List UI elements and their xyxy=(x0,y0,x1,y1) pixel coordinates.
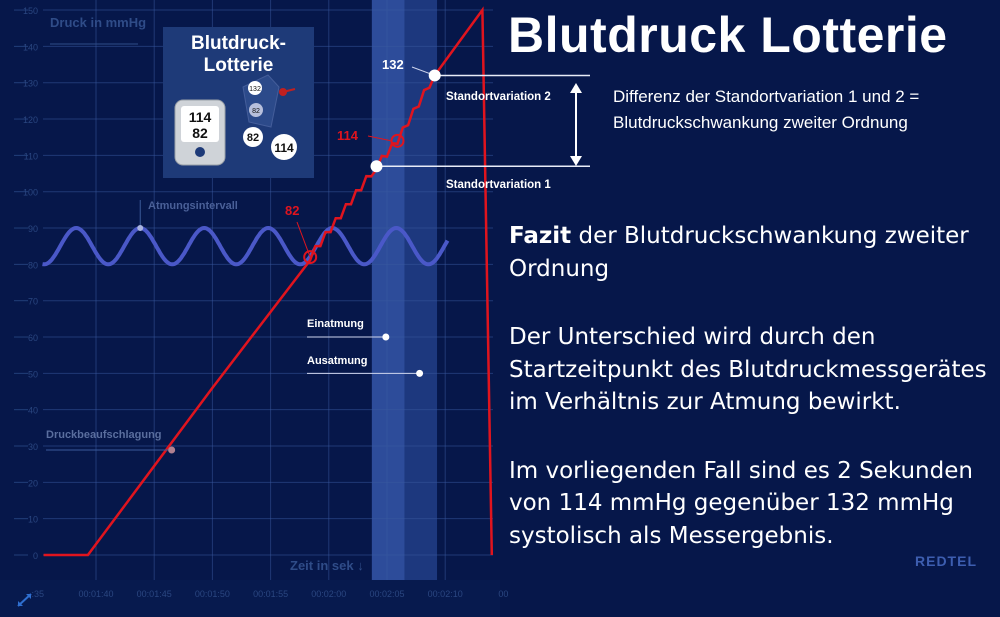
y-tick-label: 50 xyxy=(28,369,38,379)
annotations: Atmungsintervall Einatmung Ausatmung Druckb… xyxy=(46,57,590,454)
grid xyxy=(43,0,493,580)
marker-114-label: 114 xyxy=(337,128,359,143)
expand-icon[interactable] xyxy=(17,593,32,607)
marker-82-ring xyxy=(303,250,318,265)
x-tick-label: 00:01:40 xyxy=(78,589,113,599)
y-tick-label: 130 xyxy=(23,79,38,89)
logo-title: Blutdruck- Lotterie xyxy=(191,33,286,76)
blutdruck-lotterie-logo: Blutdruck- Lotterie 114 82 132 82 82 114 xyxy=(163,27,314,178)
x-tick-label: 00:01:45 xyxy=(137,589,172,599)
ball-114: 114 xyxy=(274,141,294,155)
pressure-curve-line xyxy=(43,6,494,557)
watermark: REDTEL xyxy=(915,553,977,569)
conclusion-block: Fazit der Blutdruckschwankung zweiter Or… xyxy=(509,220,999,588)
display-systolic: 114 xyxy=(189,109,212,125)
conclusion-paragraph-2: Im vorliegenden Fall sind es 2 Sekunden … xyxy=(509,457,973,549)
y-tick-label: 70 xyxy=(28,297,38,307)
y-tick-label: 100 xyxy=(23,188,38,198)
breathing-interval-label: Atmungsintervall xyxy=(148,200,238,212)
site-variation-2-label: Standortvariation 2 xyxy=(446,91,551,103)
y-tick-label: 0 xyxy=(33,551,38,561)
y-tick-label: 10 xyxy=(28,515,38,525)
y-tick-label: 30 xyxy=(28,442,38,452)
y-axis-label: Druck in mmHg xyxy=(50,15,146,30)
x-tick-label: 00:02:10 xyxy=(428,589,463,599)
x-tick-label: 00 xyxy=(498,589,508,599)
difference-arrow-head-up xyxy=(570,83,582,93)
pressurization-label: Druckbeaufschlagung xyxy=(46,429,162,441)
highlight-band xyxy=(371,0,438,580)
site-variation-1-dot xyxy=(370,160,383,173)
breathing-interval-dot xyxy=(137,225,144,232)
ball-82-inside: 82 xyxy=(252,108,260,115)
inhale-dot xyxy=(382,333,390,341)
y-tick-label: 40 xyxy=(28,406,38,416)
ball-82: 82 xyxy=(247,132,259,144)
breathing-wave-line xyxy=(42,225,450,267)
x-tick-label: 00:02:05 xyxy=(369,589,404,599)
marker-114-pointer xyxy=(367,135,392,142)
y-tick-label: 80 xyxy=(28,260,38,270)
y-tick-label: 150 xyxy=(23,6,38,16)
site-variation-2-dot xyxy=(428,69,441,82)
conclusion-heading-rest: der Blutdruckschwankung zweiter Ordnung xyxy=(509,223,969,282)
lottery-illustration: 114 82 132 82 82 114 xyxy=(174,74,297,166)
ball-132: 132 xyxy=(249,86,261,93)
x-tick-label: 00:02:00 xyxy=(311,589,346,599)
x-axis: :35 00:01:40 00:01:45 00:01:50 00:01:55 00:02… xyxy=(32,589,509,599)
y-tick-label: 90 xyxy=(28,224,38,234)
y-tick-label: 60 xyxy=(28,333,38,343)
y-tick-label: 20 xyxy=(28,478,38,488)
conclusion-heading: Fazit der Blutdruckschwankung zweiter Or… xyxy=(509,220,999,285)
marker-114-ring xyxy=(390,133,405,148)
page-title: Blutdruck Lotterie xyxy=(508,7,948,63)
x-tick-label: :35 xyxy=(32,589,45,599)
highlight-band-inner xyxy=(371,0,405,580)
conclusion-paragraph-1: Der Unterschied wird durch den Startzeit… xyxy=(509,324,987,415)
exhale-dot xyxy=(416,369,424,377)
y-tick-label: 110 xyxy=(24,151,38,161)
y-tick-label: 140 xyxy=(23,42,38,52)
x-tick-label: 00:01:55 xyxy=(253,589,288,599)
pressurization-dot xyxy=(168,446,176,454)
site-variation-1-label: Standortvariation 1 xyxy=(446,179,551,191)
difference-arrow-head-down xyxy=(570,156,582,166)
display-diastolic: 82 xyxy=(192,125,208,141)
x-tick-label: 00:01:50 xyxy=(195,589,230,599)
breathing-wave xyxy=(42,225,450,267)
conclusion-heading-bold: Fazit xyxy=(509,223,572,249)
pressure-curve xyxy=(43,6,494,557)
y-tick-label: 120 xyxy=(23,115,38,125)
exhale-label: Ausatmung xyxy=(307,355,368,367)
marker-132-label: 132 xyxy=(382,57,404,72)
time-axis-strip xyxy=(0,580,500,617)
difference-note: Differenz der Standortvariation 1 und 2 … xyxy=(613,87,920,132)
inhale-label: Einatmung xyxy=(307,318,364,330)
y-axis: 0 10 20 30 40 50 60 70 80 90 100 110 120 130 140 150 xyxy=(14,6,38,561)
x-axis-label: Zeit in sek ↓ xyxy=(290,558,364,573)
marker-82-label: 82 xyxy=(285,203,299,218)
